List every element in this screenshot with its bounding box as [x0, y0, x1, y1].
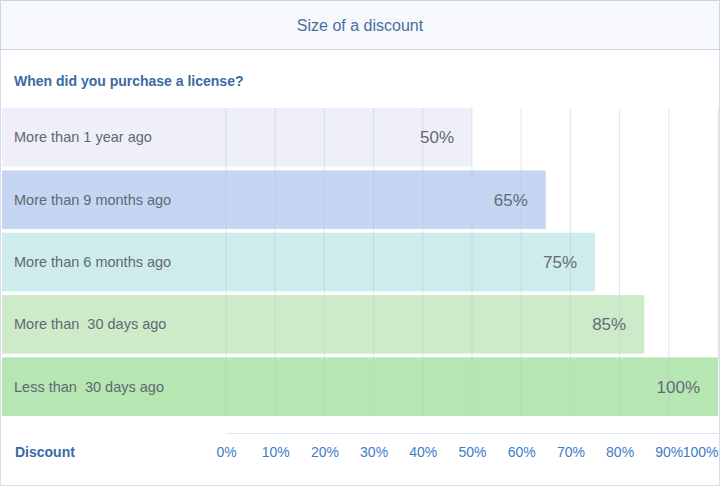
- grid-line: [226, 108, 227, 416]
- tick-label: 0%: [216, 444, 236, 460]
- tick-label: 10%: [262, 444, 290, 460]
- tick: 60%: [508, 433, 536, 460]
- grid-line: [324, 108, 325, 416]
- tick: 80%: [606, 433, 634, 460]
- tick: 70%: [557, 433, 585, 460]
- axis-title: Discount: [15, 444, 75, 460]
- data-label: 50%: [420, 128, 454, 147]
- tick: 100%: [683, 433, 719, 460]
- grid-line: [619, 108, 620, 416]
- grid-line: [373, 108, 374, 416]
- x-axis: 0% 10% 20% 30% 40% 50% 60% 70% 80% 90%100%: [216, 433, 718, 460]
- category-label: More than 30 days ago: [14, 316, 166, 332]
- tick-label: 40%: [409, 444, 437, 460]
- category-label: More than 6 months ago: [14, 254, 171, 270]
- grid-line: [422, 108, 423, 416]
- data-label: 65%: [494, 191, 528, 210]
- tick-label: 80%: [606, 444, 634, 460]
- data-label: 75%: [543, 253, 577, 272]
- grid-line: [718, 108, 719, 416]
- grid: [226, 108, 718, 416]
- tick: 20%: [311, 433, 339, 460]
- data-labels: 50% 65% 75% 85% 100%: [420, 128, 700, 396]
- tick: 40%: [409, 433, 437, 460]
- title: Size of a discount: [297, 17, 424, 34]
- bar: [2, 108, 472, 167]
- grid-line: [521, 108, 522, 416]
- tick-label: 60%: [508, 444, 536, 460]
- tick: 10%: [262, 433, 290, 460]
- tick: 0%: [216, 433, 236, 460]
- bar: [2, 357, 718, 416]
- grid-line: [472, 108, 473, 416]
- chart: Size of a discount When did you purchase …: [0, 0, 720, 486]
- tick-label: 30%: [360, 444, 388, 460]
- bar: [2, 170, 546, 229]
- subtitle: When did you purchase a license?: [14, 73, 244, 89]
- tick: 50%: [458, 433, 486, 460]
- tick: 30%: [360, 433, 388, 460]
- plot-area: [2, 108, 718, 416]
- bar: [2, 295, 644, 354]
- data-label: 100%: [657, 378, 700, 397]
- axis-line: [227, 433, 719, 434]
- category-label: More than 9 months ago: [14, 192, 171, 208]
- category-labels: More than 1 year ago More than 9 months a…: [14, 129, 171, 394]
- frame: [1, 1, 720, 486]
- tick-label: 90%: [655, 444, 683, 460]
- tick-label: 50%: [458, 444, 486, 460]
- bar: [2, 233, 595, 292]
- header: [1, 1, 720, 50]
- grid-line: [668, 108, 669, 416]
- tick-label: 100%: [683, 444, 719, 460]
- category-label: More than 1 year ago: [14, 129, 152, 145]
- data-label: 85%: [592, 315, 626, 334]
- grid-line: [275, 108, 276, 416]
- tick-label: 70%: [557, 444, 585, 460]
- tick: 90%: [655, 433, 683, 460]
- tick-label: 20%: [311, 444, 339, 460]
- category-label: Less than 30 days ago: [14, 379, 164, 395]
